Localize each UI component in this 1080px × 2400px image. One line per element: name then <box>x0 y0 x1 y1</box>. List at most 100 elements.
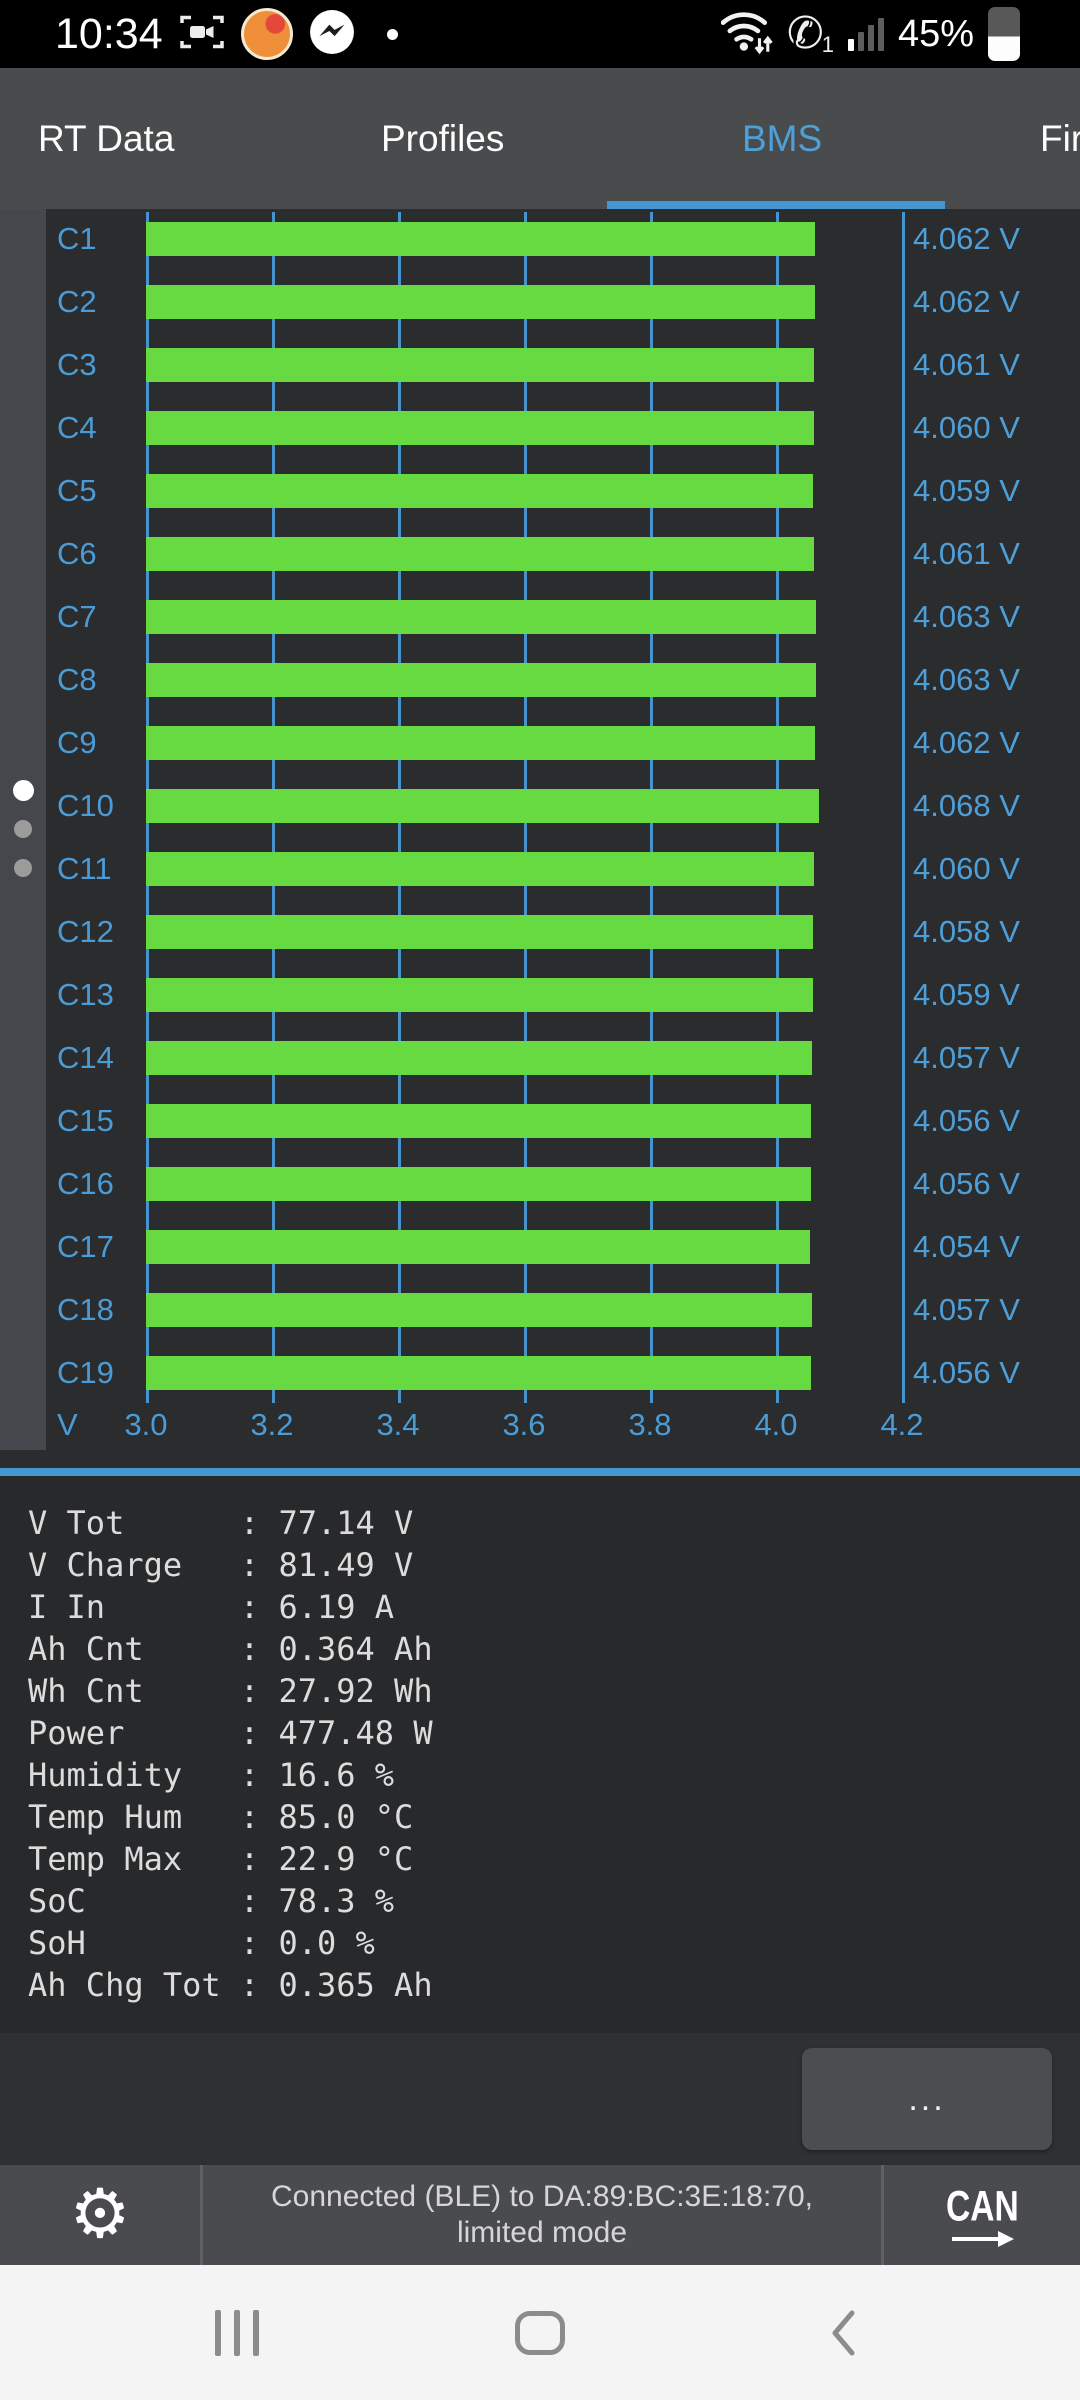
cell-label: C18 <box>57 1292 114 1327</box>
cell-voltage-bar <box>146 537 814 571</box>
gear-icon: ⚙ <box>69 2175 131 2254</box>
cell-label: C10 <box>57 788 114 823</box>
more-button[interactable]: ... <box>802 2048 1052 2150</box>
cell-label: C16 <box>57 1166 114 1201</box>
android-nav-bar <box>0 2265 1080 2400</box>
tab-rt-data[interactable]: RT Data <box>38 117 175 159</box>
page-dot[interactable] <box>14 859 32 877</box>
x-axis-unit: V <box>57 1407 78 1442</box>
cell-voltage-bar <box>146 978 813 1012</box>
x-tick-label: 3.2 <box>250 1407 294 1442</box>
cell-label: C3 <box>57 347 97 382</box>
notification-dot <box>386 28 398 40</box>
telemetry-panel: V Tot : 77.14 V V Charge : 81.49 V I In … <box>0 1476 1080 2033</box>
cell-voltage-bar <box>146 600 816 634</box>
section-divider <box>0 1468 1080 1476</box>
x-tick-label: 3.4 <box>376 1407 420 1442</box>
messenger-icon <box>309 9 355 60</box>
cell-voltage-value: 4.056 V <box>913 1103 1020 1138</box>
cell-voltage-bar <box>146 789 819 823</box>
clock: 10:34 <box>55 9 163 58</box>
cell-label: C1 <box>57 221 97 256</box>
cell-voltage-bar <box>146 1104 811 1138</box>
connection-status-line1: Connected (BLE) to DA:89:BC:3E:18:70, <box>271 2180 813 2213</box>
recents-button[interactable] <box>157 2265 317 2400</box>
can-button[interactable]: CAN <box>884 2165 1080 2265</box>
cell-label: C6 <box>57 536 97 571</box>
battery-icon <box>988 7 1020 61</box>
cell-voltage-value: 4.054 V <box>913 1229 1020 1264</box>
cell-voltage-bar <box>146 726 815 760</box>
tab-profiles[interactable]: Profiles <box>381 117 505 159</box>
cell-voltage-bar <box>146 852 814 886</box>
status-bar: 10:34 <box>0 0 1080 68</box>
x-tick-label: 4.0 <box>754 1407 798 1442</box>
cell-voltage-value: 4.060 V <box>913 851 1020 886</box>
cell-voltage-value: 4.058 V <box>913 914 1020 949</box>
cell-voltage-value: 4.056 V <box>913 1166 1020 1201</box>
can-arrow-icon <box>952 2230 1014 2247</box>
back-icon <box>832 2310 855 2355</box>
cell-label: C14 <box>57 1040 114 1075</box>
cell-voltage-value: 4.062 V <box>913 221 1020 256</box>
actions-row: ... <box>0 2033 1080 2165</box>
cell-voltage-value: 4.056 V <box>913 1355 1020 1390</box>
cell-voltage-value: 4.061 V <box>913 536 1020 571</box>
cell-label: C8 <box>57 662 97 697</box>
wifi-calling-icon: ✆ 1 <box>786 8 834 59</box>
cell-voltage-bar <box>146 1293 812 1327</box>
cell-voltage-bar <box>146 285 815 319</box>
cell-voltage-value: 4.057 V <box>913 1292 1020 1327</box>
connection-status-button[interactable]: Connected (BLE) to DA:89:BC:3E:18:70, li… <box>200 2165 884 2265</box>
cell-voltage-bar <box>146 1230 810 1264</box>
screen-record-icon <box>179 12 225 57</box>
cell-voltage-value: 4.062 V <box>913 284 1020 319</box>
tab-firmware[interactable]: Fir <box>1040 117 1080 159</box>
cell-voltage-bar <box>146 348 814 382</box>
cell-voltage-value: 4.060 V <box>913 410 1020 445</box>
cell-voltage-bar <box>146 915 813 949</box>
status-bar-right: ✆ 1 45% <box>720 7 1080 61</box>
cell-voltage-value: 4.057 V <box>913 1040 1020 1075</box>
cell-voltage-bar <box>146 1041 812 1075</box>
settings-button[interactable]: ⚙ <box>0 2165 200 2265</box>
cell-voltage-bar <box>146 1356 811 1390</box>
cell-label: C5 <box>57 473 97 508</box>
cell-voltage-value: 4.062 V <box>913 725 1020 760</box>
telemetry-text: V Tot : 77.14 V V Charge : 81.49 V I In … <box>28 1504 433 2004</box>
cell-voltage-bar <box>146 222 815 256</box>
cell-voltage-value: 4.061 V <box>913 347 1020 382</box>
signal-icon <box>847 17 884 51</box>
cell-label: C11 <box>57 851 112 886</box>
connection-status-line2: limited mode <box>456 2216 628 2249</box>
x-tick-label: 3.8 <box>628 1407 672 1442</box>
cell-label: C13 <box>57 977 114 1012</box>
status-bar-left: 10:34 <box>0 8 398 60</box>
cell-label: C9 <box>57 725 97 760</box>
cell-voltage-value: 4.063 V <box>913 599 1020 634</box>
cell-voltage-value: 4.063 V <box>913 662 1020 697</box>
cell-voltage-bar <box>146 474 813 508</box>
cell-voltage-value: 4.059 V <box>913 977 1020 1012</box>
page-dot[interactable] <box>12 780 34 801</box>
cell-voltage-value: 4.068 V <box>913 788 1020 823</box>
back-button[interactable] <box>763 2265 923 2400</box>
cell-label: C19 <box>57 1355 114 1390</box>
cell-label: C17 <box>57 1229 114 1264</box>
x-tick-label: 4.2 <box>880 1407 924 1442</box>
tab-bms[interactable]: BMS <box>742 117 823 159</box>
gridline <box>902 212 905 1403</box>
can-icon: CAN <box>945 2181 1019 2230</box>
battery-percent: 45% <box>897 12 974 55</box>
page-dot[interactable] <box>14 820 32 838</box>
wifi-icon <box>720 9 773 60</box>
app-notification-icon <box>240 8 293 60</box>
home-button[interactable] <box>460 2265 620 2400</box>
cell-voltage-chart[interactable]: 3.0 3.2 3.4 3.6 3.8 4.0 4.2 V C1 4.062 V C2 4.062 V… <box>0 209 1080 1468</box>
cell-label: C15 <box>57 1103 114 1138</box>
tab-bar: RT Data Profiles BMS Fir <box>0 68 1080 209</box>
active-tab-indicator <box>607 201 945 209</box>
recents-icon <box>215 2309 259 2356</box>
x-tick-label: 3.6 <box>502 1407 546 1442</box>
